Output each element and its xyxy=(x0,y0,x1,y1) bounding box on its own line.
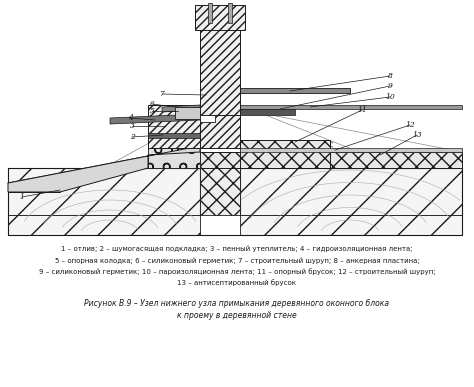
Polygon shape xyxy=(148,105,200,148)
Polygon shape xyxy=(200,152,462,168)
Text: 13: 13 xyxy=(412,131,422,139)
Text: 1: 1 xyxy=(19,193,25,201)
Polygon shape xyxy=(200,115,215,122)
Text: 8: 8 xyxy=(388,72,392,80)
Text: 5 – опорная колодка; 6 – силиконовый герметик; 7 – строительный шуруп; 8 – анкер: 5 – опорная колодка; 6 – силиконовый гер… xyxy=(55,257,419,264)
Bar xyxy=(228,3,232,23)
Text: 6: 6 xyxy=(150,100,155,108)
Polygon shape xyxy=(240,140,330,168)
Polygon shape xyxy=(110,114,200,124)
Polygon shape xyxy=(240,88,350,93)
Polygon shape xyxy=(240,109,295,115)
Text: 4: 4 xyxy=(128,114,132,122)
Polygon shape xyxy=(200,152,240,215)
Bar xyxy=(175,107,200,119)
Bar xyxy=(208,3,212,23)
Text: 9 – силиконовый герметик; 10 – пароизоляционная лента; 11 – опорный брусок; 12 –: 9 – силиконовый герметик; 10 – пароизоля… xyxy=(39,268,435,275)
Polygon shape xyxy=(148,148,200,168)
Text: 10: 10 xyxy=(385,93,395,101)
Polygon shape xyxy=(240,215,462,235)
Text: 9: 9 xyxy=(388,82,392,90)
Text: к проему в деревянной стене: к проему в деревянной стене xyxy=(177,311,297,320)
Text: Рисунок В.9 – Узел нижнего узла примыкания деревянного оконного блока: Рисунок В.9 – Узел нижнего узла примыкан… xyxy=(84,299,390,308)
Polygon shape xyxy=(8,168,200,215)
Text: 5: 5 xyxy=(150,107,155,115)
Text: 2: 2 xyxy=(129,133,135,141)
Polygon shape xyxy=(195,5,245,30)
Polygon shape xyxy=(162,105,200,112)
Text: 7: 7 xyxy=(160,90,164,98)
Polygon shape xyxy=(8,146,200,192)
Polygon shape xyxy=(200,115,240,148)
Polygon shape xyxy=(240,105,462,109)
Polygon shape xyxy=(240,168,462,215)
Text: 11: 11 xyxy=(357,106,367,114)
Text: 3: 3 xyxy=(129,122,135,130)
Polygon shape xyxy=(240,148,462,152)
Text: 1 – отлив; 2 – шумогасящая подкладка; 3 – пенный утеплитель; 4 – гидроизоляционн: 1 – отлив; 2 – шумогасящая подкладка; 3 … xyxy=(61,246,413,252)
Text: 12: 12 xyxy=(405,121,415,129)
Text: 13 – антисептированный брусок: 13 – антисептированный брусок xyxy=(177,279,297,286)
Polygon shape xyxy=(8,215,200,235)
Polygon shape xyxy=(200,25,240,115)
Polygon shape xyxy=(148,133,200,138)
